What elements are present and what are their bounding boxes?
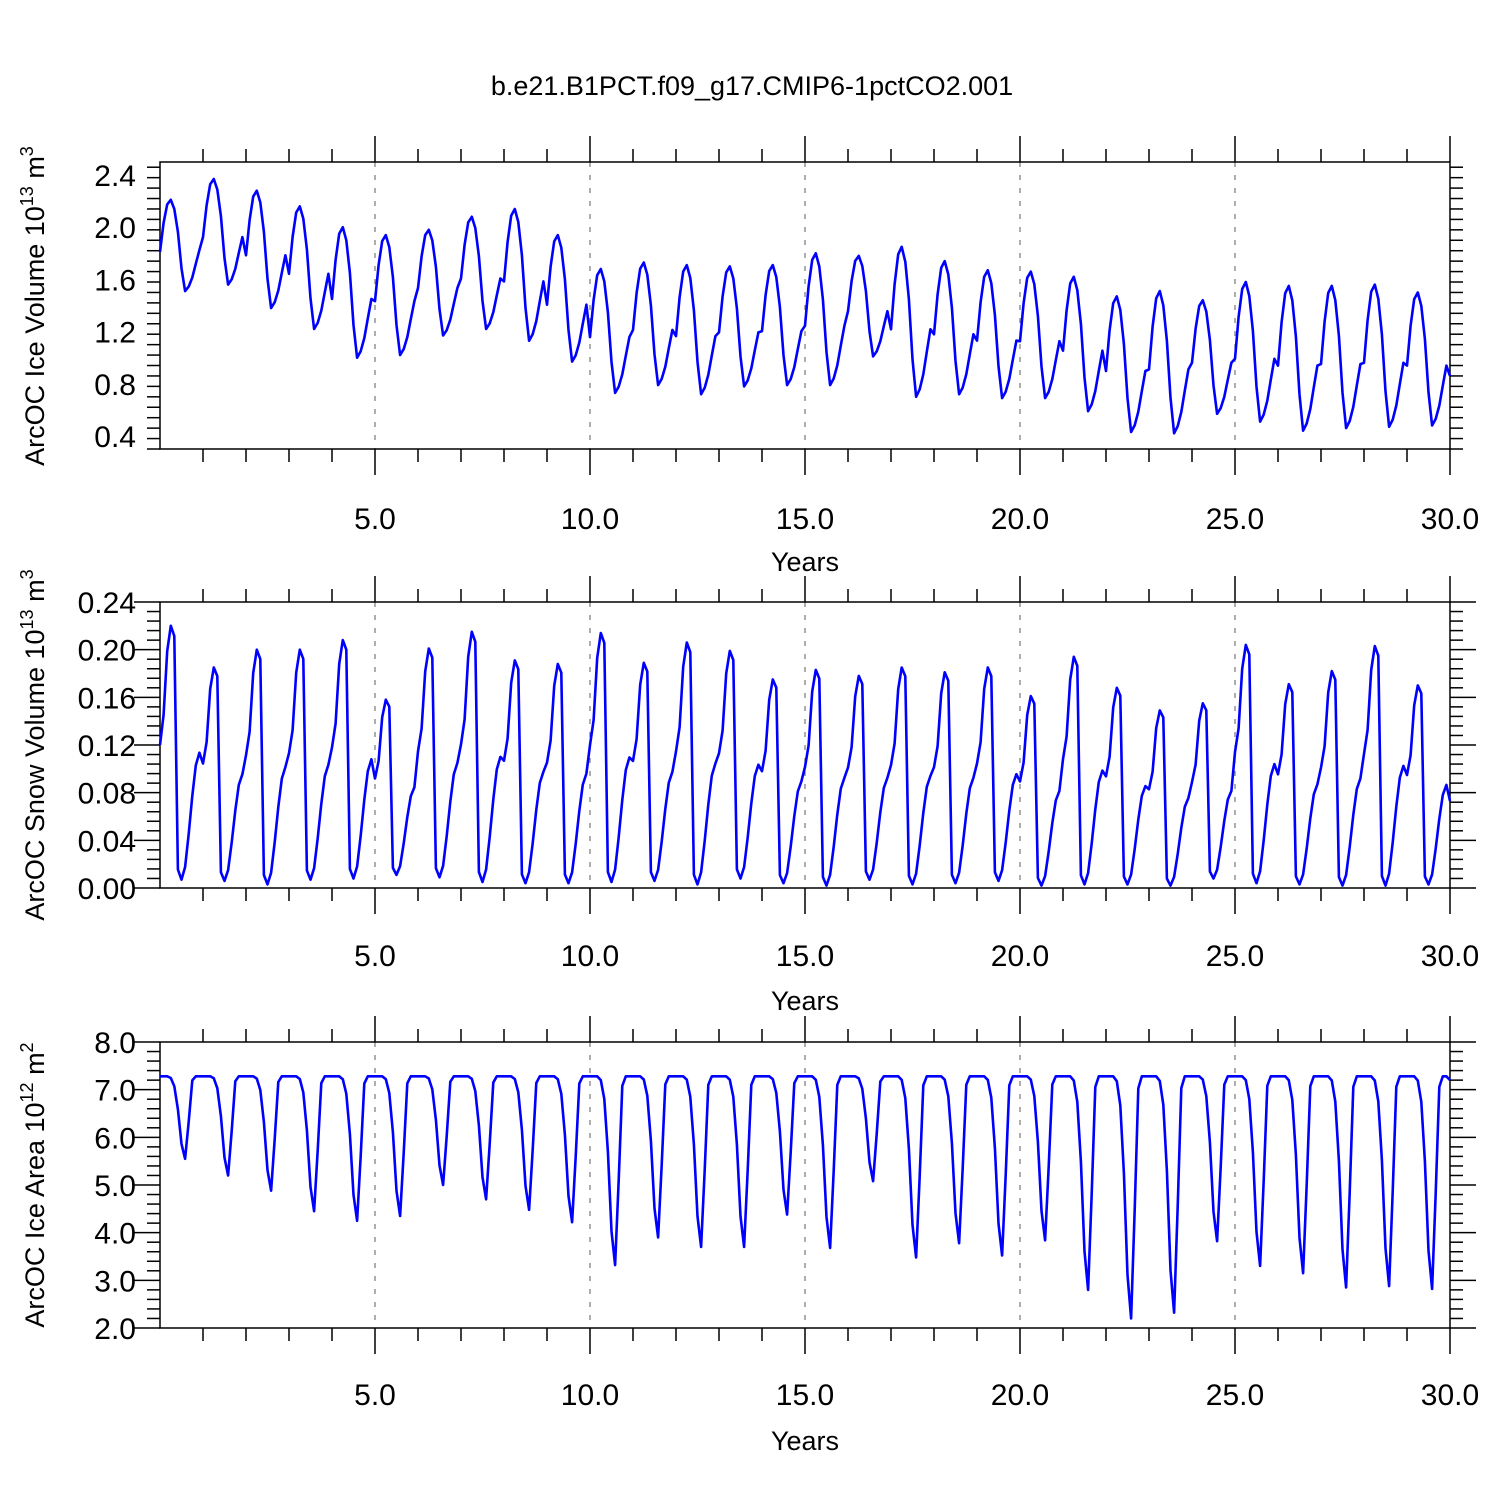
y-tick-label: 1.2 (94, 317, 136, 350)
x-tick-label: 5.0 (354, 940, 396, 973)
y-axis-label: ArcOC Ice Area 1012 m2 (17, 1042, 50, 1327)
y-tick-label: 0.16 (78, 682, 136, 715)
y-tick-label: 0.00 (78, 873, 136, 906)
x-tick-label: 30.0 (1421, 503, 1479, 536)
y-tick-label: 2.4 (94, 160, 136, 193)
x-tick-label: 20.0 (991, 940, 1049, 973)
x-tick-label: 10.0 (561, 1379, 619, 1412)
figure-title: b.e21.B1PCT.f09_g17.CMIP6-1pctCO2.001 (491, 71, 1013, 101)
y-tick-label: 7.0 (94, 1075, 136, 1108)
x-tick-label: 25.0 (1206, 940, 1264, 973)
y-tick-label: 2.0 (94, 1313, 136, 1346)
x-tick-label: 20.0 (991, 1379, 1049, 1412)
series-line-ice_volume (158, 177, 1452, 435)
x-tick-label: 30.0 (1421, 1379, 1479, 1412)
x-tick-label: 20.0 (991, 503, 1049, 536)
x-axis-label: Years (771, 1426, 839, 1456)
y-tick-label: 0.08 (78, 778, 136, 811)
x-tick-label: 25.0 (1206, 503, 1264, 536)
panel-ice_area: 2.0 3.0 4.0 5.0 6.0 7.0 8.0 5.0 10.0 15.0 20.0 25.0… (17, 1016, 1479, 1456)
y-tick-label: 0.04 (78, 825, 136, 858)
x-tick-label: 15.0 (776, 1379, 834, 1412)
series-line-snow_volume (158, 624, 1452, 887)
panel-snow_volume: 0.00 0.04 0.08 0.12 0.16 0.20 0.24 5.0 10.0 15.0 2… (17, 569, 1479, 1016)
x-axis-label: Years (771, 547, 839, 577)
y-tick-label: 4.0 (94, 1218, 136, 1251)
x-tick-label: 5.0 (354, 1379, 396, 1412)
y-axis-label: ArcOC Snow Volume 1013 m3 (17, 569, 50, 920)
y-axis-label: ArcOC Ice Volume 1013 m3 (17, 146, 50, 466)
y-tick-label: 0.4 (94, 421, 136, 454)
y-tick-label: 1.6 (94, 264, 136, 297)
y-tick-label: 8.0 (94, 1027, 136, 1060)
x-axis-label: Years (771, 986, 839, 1016)
y-tick-label: 3.0 (94, 1265, 136, 1298)
y-tick-label: 5.0 (94, 1170, 136, 1203)
x-tick-label: 30.0 (1421, 940, 1479, 973)
y-tick-label: 0.8 (94, 369, 136, 402)
x-tick-label: 5.0 (354, 503, 396, 536)
plot-frame (159, 1041, 1451, 1329)
x-tick-label: 10.0 (561, 503, 619, 536)
series-line-ice_area (160, 1075, 1451, 1320)
chart-panels: 0.4 0.8 1.2 1.6 2.0 2.4 5.0 10.0 15.0 20.0 25.0 30.… (17, 136, 1479, 1456)
y-tick-label: 0.24 (78, 587, 136, 620)
y-tick-label: 6.0 (94, 1122, 136, 1155)
y-tick-label: 0.20 (78, 635, 136, 668)
x-tick-label: 25.0 (1206, 1379, 1264, 1412)
y-tick-label: 0.12 (78, 730, 136, 763)
x-tick-label: 15.0 (776, 503, 834, 536)
plot-frame (159, 161, 1451, 450)
y-tick-label: 2.0 (94, 212, 136, 245)
x-tick-label: 10.0 (561, 940, 619, 973)
x-tick-label: 15.0 (776, 940, 834, 973)
panel-ice_volume: 0.4 0.8 1.2 1.6 2.0 2.4 5.0 10.0 15.0 20.0 25.0 30.… (17, 136, 1479, 577)
